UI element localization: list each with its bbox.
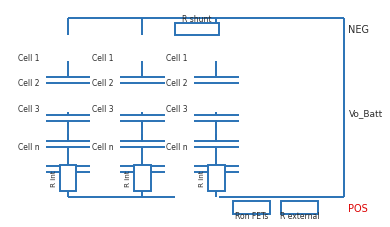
Bar — [134, 165, 151, 191]
Text: Cell 1: Cell 1 — [92, 53, 113, 62]
Text: R int: R int — [199, 170, 205, 186]
Text: Cell 2: Cell 2 — [18, 78, 39, 87]
Text: Cell 3: Cell 3 — [92, 104, 113, 114]
Text: Cell 2: Cell 2 — [166, 78, 187, 87]
Bar — [175, 24, 219, 35]
Bar — [60, 165, 76, 191]
Text: Cell 1: Cell 1 — [166, 53, 187, 62]
Text: Cell n: Cell n — [166, 142, 187, 151]
Text: R int: R int — [51, 170, 57, 186]
Text: Cell 2: Cell 2 — [92, 78, 113, 87]
Text: R int: R int — [125, 170, 131, 186]
Text: R external: R external — [280, 211, 319, 220]
Text: Cell 3: Cell 3 — [18, 104, 39, 114]
Text: Cell n: Cell n — [18, 142, 39, 151]
Bar — [233, 202, 270, 214]
Bar — [208, 165, 225, 191]
Text: Vo_Batt: Vo_Batt — [349, 109, 383, 118]
Text: NEG: NEG — [348, 25, 369, 35]
Text: Cell n: Cell n — [92, 142, 113, 151]
Text: Cell 1: Cell 1 — [18, 53, 39, 62]
Text: Ron FETs: Ron FETs — [235, 211, 268, 220]
Bar — [281, 202, 318, 214]
Text: R shunt: R shunt — [182, 15, 212, 23]
Text: Cell 3: Cell 3 — [166, 104, 187, 114]
Text: POS: POS — [348, 203, 368, 213]
